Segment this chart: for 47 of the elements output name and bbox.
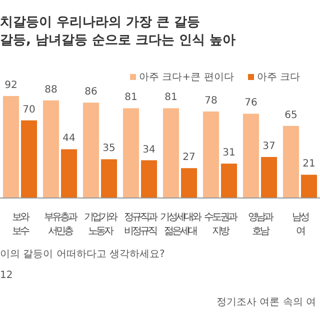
bar [163,108,179,198]
chart-title: 치갈등이 우리나라의 가장 큰 갈등 [0,14,202,32]
data-label: 27 [182,152,196,164]
data-label: 37 [262,140,276,152]
text: 12 [0,270,13,281]
data-label: 86 [84,86,98,98]
data-label: 88 [44,84,58,96]
data-label: 78 [204,96,218,107]
x-tick-label: 보와 보수 [12,212,30,237]
chart-subtitle: 갈등, 남녀갈등 순으로 크다는 인식 높아 [0,32,236,50]
x-tick-label: 남성 여 [292,212,309,237]
bar [301,174,317,198]
text: 이의 갈등이 어떠하다고 생각하세요? [0,248,165,261]
bar [101,159,117,198]
bar [123,108,139,198]
bar [83,102,99,198]
data-label: 65 [284,110,298,121]
bar [243,114,259,198]
data-label: 21 [302,158,316,170]
bar [261,156,277,198]
bar [21,120,37,198]
data-label: 34 [142,144,156,156]
bar [43,100,59,198]
data-label: 81 [124,92,138,104]
data-label: 76 [244,98,258,109]
bar [141,160,157,198]
x-tick-label: 기성세대와 젊은세대 [160,212,202,237]
data-label: 92 [4,80,18,91]
legend-label: 아주 크다+큰 편이다 [138,71,234,84]
data-label: 44 [62,133,76,144]
bar [203,112,219,198]
x-tick-label: 수도권과 지방 [204,212,238,237]
data-label: 35 [102,143,116,154]
bar [3,96,19,198]
legend-label: 아주 크다 [256,71,300,84]
bar [61,149,77,198]
data-label: 31 [222,148,236,159]
x-tick-label: 부유층과 서민층 [44,212,78,237]
data-label: 81 [164,92,178,104]
x-tick-label: 기업가와 노동자 [84,212,118,237]
data-label: 70 [22,104,36,116]
x-tick-label: 영남과 호남 [248,212,274,237]
bar [221,164,237,198]
x-tick-label: 정규직과 비정규직 [124,212,158,237]
bar [283,126,299,198]
text: 정기조사 여론 속의 여 [216,296,316,309]
bar [181,168,197,198]
